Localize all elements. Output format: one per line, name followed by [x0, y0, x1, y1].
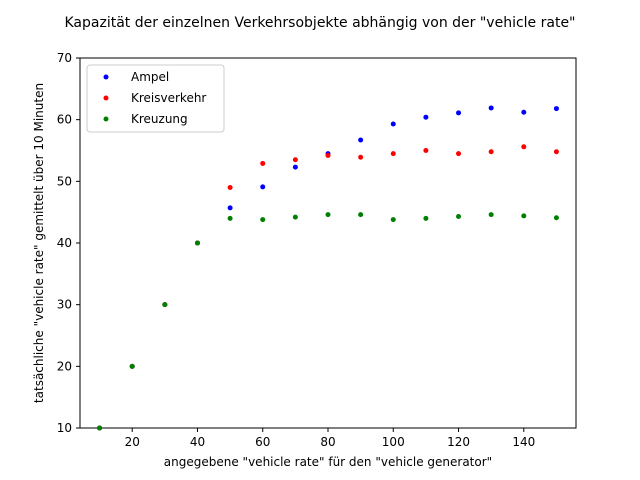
point-ampel [260, 184, 266, 190]
x-tick-label: 40 [190, 435, 205, 449]
point-kreuzung [129, 363, 135, 369]
y-tick-label: 70 [57, 51, 72, 65]
x-tick-label: 140 [512, 435, 535, 449]
point-ampel [553, 106, 559, 112]
x-axis-label: angegebene "vehicle rate" für den "vehic… [164, 455, 492, 469]
x-tick-label: 120 [447, 435, 470, 449]
point-ampel [227, 205, 233, 211]
point-kreuzung [488, 212, 494, 218]
point-kreisverkehr [456, 151, 462, 157]
y-tick-label: 60 [57, 113, 72, 127]
legend-marker [103, 74, 109, 80]
point-kreisverkehr [292, 157, 298, 163]
x-tick-label: 80 [320, 435, 335, 449]
legend-box [86, 64, 225, 133]
point-kreisverkehr [227, 185, 233, 190]
legend: Ampel Kreisverkehr Kreuzung [86, 64, 225, 133]
x-axis: 20 40 60 80 100 120 140 [125, 428, 535, 449]
data-points [97, 105, 559, 431]
point-ampel [456, 110, 462, 116]
y-tick-label: 30 [57, 298, 72, 312]
point-kreuzung [553, 215, 559, 221]
point-kreuzung [97, 425, 103, 431]
legend-label: Ampel [131, 70, 169, 84]
point-ampel [521, 109, 527, 115]
point-kreisverkehr [423, 148, 429, 153]
legend-items: Ampel Kreisverkehr Kreuzung [103, 70, 206, 126]
point-ampel [390, 121, 396, 127]
point-kreisverkehr [553, 149, 559, 155]
x-tick-label: 60 [255, 435, 270, 449]
legend-marker [103, 116, 109, 122]
x-tick-label: 20 [125, 435, 140, 449]
y-tick-label: 50 [57, 174, 72, 188]
point-kreuzung [358, 212, 364, 218]
legend-marker [103, 95, 109, 101]
point-kreuzung [390, 217, 396, 223]
point-kreuzung [194, 240, 200, 246]
y-axis-label: tatsächliche "vehicle rate" gemittelt üb… [32, 83, 46, 403]
y-tick-label: 10 [57, 421, 72, 435]
point-kreuzung [260, 217, 266, 223]
y-axis: 10 20 30 40 50 60 70 [57, 51, 80, 435]
point-kreisverkehr [358, 154, 364, 160]
point-kreisverkehr [488, 149, 494, 155]
point-kreuzung [521, 213, 527, 219]
point-ampel [292, 164, 298, 170]
legend-label: Kreuzung [131, 112, 188, 126]
y-tick-label: 40 [57, 236, 72, 250]
plot-area: 20 40 60 80 100 120 140 10 20 30 40 50 60 70 [57, 51, 577, 449]
point-kreuzung [456, 213, 462, 219]
point-kreuzung [423, 215, 429, 221]
point-kreuzung [292, 214, 298, 220]
point-kreuzung [325, 212, 331, 218]
legend-label: Kreisverkehr [131, 91, 206, 105]
point-kreisverkehr [390, 151, 396, 157]
point-ampel [488, 105, 494, 111]
point-kreuzung [227, 215, 233, 221]
y-tick-label: 20 [57, 359, 72, 373]
chart-title: Kapazität der einzelnen Verkehrsobjekte … [65, 15, 576, 31]
point-kreisverkehr [325, 152, 331, 158]
point-kreisverkehr [260, 160, 266, 166]
point-ampel [423, 114, 429, 120]
x-tick-label: 100 [382, 435, 405, 449]
point-kreuzung [162, 302, 168, 308]
point-ampel [358, 137, 364, 143]
point-kreisverkehr [521, 144, 527, 150]
